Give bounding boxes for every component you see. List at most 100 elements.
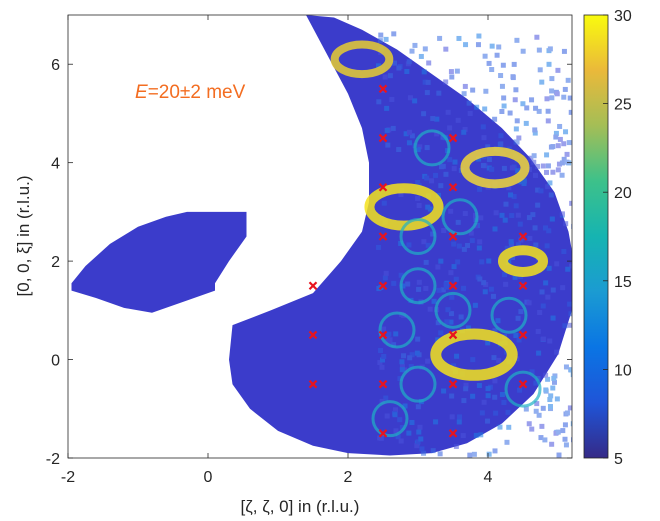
heatmap-pixel <box>561 141 567 147</box>
heatmap-pixel <box>485 340 491 346</box>
heatmap-pixel <box>493 210 499 216</box>
heatmap-pixel <box>520 48 526 54</box>
heatmap-pixel <box>515 242 521 248</box>
heatmap-pixel <box>400 283 406 289</box>
heatmap-ring <box>399 365 437 403</box>
heatmap-pixel <box>476 382 482 388</box>
heatmap-pixel <box>427 206 433 212</box>
heatmap-pixel <box>415 147 421 153</box>
heatmap-pixel <box>547 180 553 186</box>
heatmap-pixel <box>499 108 505 114</box>
heatmap-pixel <box>396 147 402 153</box>
heatmap-pixel <box>383 270 389 276</box>
heatmap-pixel <box>567 301 572 307</box>
x-tick-label: 2 <box>344 469 353 486</box>
colorbar-ticks: 5 10 15 20 25 30 <box>603 8 632 468</box>
heatmap-pixel <box>426 60 432 66</box>
heatmap-pixel <box>382 74 388 80</box>
heatmap-pixel <box>401 353 407 359</box>
colorbar-tick-label: 15 <box>614 274 632 291</box>
heatmap-ring <box>330 40 394 79</box>
heatmap-pixel <box>569 200 572 206</box>
heatmap-pixel <box>515 212 521 218</box>
heatmap-pixel <box>550 144 556 150</box>
heatmap-pixel <box>436 287 442 293</box>
heatmap-pixel <box>409 352 415 358</box>
heatmap-pixel <box>555 143 561 149</box>
heatmap-pixel <box>539 423 545 429</box>
heatmap-pixel <box>434 116 440 122</box>
heatmap-pixel <box>460 433 466 439</box>
heatmap-pixel <box>547 338 553 344</box>
heatmap-pixel <box>538 435 544 441</box>
heatmap-pixel <box>378 435 384 441</box>
heatmap-pixel <box>531 153 537 159</box>
heatmap-pixel <box>483 88 489 94</box>
heatmap-pixel <box>554 261 560 267</box>
heatmap-pixel <box>554 349 560 355</box>
heatmap-pixel <box>481 135 487 141</box>
energy-annotation: E=20±2 meV <box>135 82 246 103</box>
heatmap-pixel <box>430 448 436 454</box>
heatmap-pixel <box>550 315 556 321</box>
heatmap-pixel <box>384 335 390 341</box>
heatmap-pixel <box>435 264 441 270</box>
heatmap-pixel <box>498 133 504 139</box>
heatmap-pixel <box>398 438 404 444</box>
heatmap-pixel <box>416 279 422 285</box>
heatmap-pixel <box>448 208 454 214</box>
heatmap-pixel <box>501 165 507 171</box>
heatmap-pixel <box>447 157 453 163</box>
heatmap-pixel <box>489 43 495 49</box>
heatmap-pixel <box>512 97 518 103</box>
heatmap-pixel <box>424 90 430 96</box>
heatmap-pixel <box>431 298 437 304</box>
heatmap-pixel <box>448 270 454 276</box>
heatmap-pixel <box>523 406 529 412</box>
marker-x <box>448 330 458 340</box>
marker-x <box>448 281 458 291</box>
heatmap-pixel <box>455 219 461 225</box>
heatmap-pixel <box>438 164 444 170</box>
heatmap-pixel <box>536 47 542 53</box>
heatmap-pixel <box>543 387 549 393</box>
heatmap-pixel <box>542 437 548 443</box>
heatmap-pixel <box>562 436 568 442</box>
colorbar-tick-label: 5 <box>614 451 623 468</box>
heatmap-pixel <box>447 125 453 131</box>
marker-x <box>378 232 388 241</box>
heatmap-pixel <box>539 79 545 85</box>
heatmap-pixel <box>461 398 467 404</box>
heatmap-pixel <box>437 35 443 41</box>
heatmap-pixel <box>377 38 383 44</box>
heatmap-pixel <box>562 323 568 329</box>
heatmap-pixel <box>438 258 444 264</box>
heatmap-pixel <box>543 280 549 286</box>
heatmap-pixel <box>507 110 513 116</box>
heatmap-pixel <box>449 414 455 420</box>
heatmap-pixel <box>557 123 563 129</box>
heatmap-pixel <box>453 276 459 282</box>
heatmap-pixel <box>559 211 565 217</box>
heatmap-pixel <box>538 188 544 194</box>
heatmap-pixel <box>486 451 492 457</box>
heatmap-pixel <box>463 386 469 392</box>
marker-x <box>378 330 388 340</box>
marker-x <box>378 84 388 94</box>
heatmap-pixel <box>561 156 567 162</box>
heatmap-pixel <box>533 242 539 248</box>
x-axis-label: [ζ, ζ, 0] in (r.l.u.) <box>241 497 360 516</box>
heatmap-pixel <box>412 98 418 104</box>
heatmap-pixel <box>545 108 551 114</box>
heatmap-pixel <box>489 166 495 172</box>
heatmap-pixel <box>567 405 572 411</box>
heatmap-pixel <box>539 289 545 295</box>
heatmap-pixel <box>529 97 535 103</box>
heatmap-pixel <box>406 430 412 436</box>
heatmap-pixel <box>448 319 454 325</box>
heatmap-pixel <box>378 32 384 38</box>
heatmap-pixel <box>479 410 485 416</box>
heatmap-pixel <box>455 259 461 265</box>
heatmap-pixel <box>532 130 538 136</box>
